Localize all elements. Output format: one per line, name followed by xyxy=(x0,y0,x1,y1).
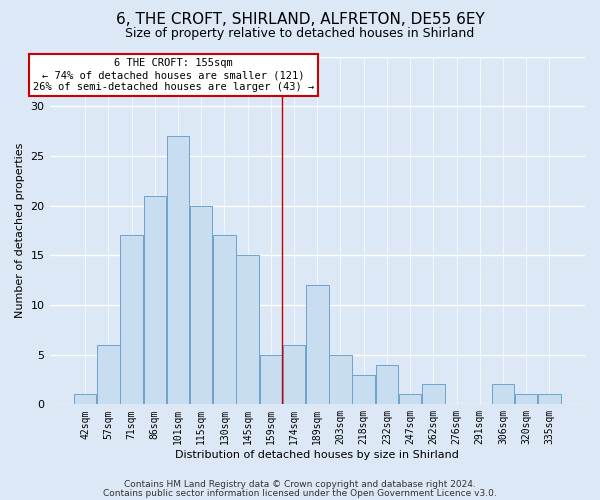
Bar xyxy=(97,344,119,405)
Bar xyxy=(283,344,305,405)
Text: 6 THE CROFT: 155sqm
← 74% of detached houses are smaller (121)
26% of semi-detac: 6 THE CROFT: 155sqm ← 74% of detached ho… xyxy=(33,58,314,92)
Bar xyxy=(422,384,445,404)
Bar xyxy=(352,374,375,404)
Bar xyxy=(190,206,212,404)
Text: Contains public sector information licensed under the Open Government Licence v3: Contains public sector information licen… xyxy=(103,489,497,498)
Bar xyxy=(143,196,166,404)
Bar xyxy=(167,136,189,404)
Bar xyxy=(492,384,514,404)
Bar xyxy=(399,394,421,404)
Text: Size of property relative to detached houses in Shirland: Size of property relative to detached ho… xyxy=(125,28,475,40)
Text: 6, THE CROFT, SHIRLAND, ALFRETON, DE55 6EY: 6, THE CROFT, SHIRLAND, ALFRETON, DE55 6… xyxy=(116,12,484,28)
Text: Contains HM Land Registry data © Crown copyright and database right 2024.: Contains HM Land Registry data © Crown c… xyxy=(124,480,476,489)
X-axis label: Distribution of detached houses by size in Shirland: Distribution of detached houses by size … xyxy=(175,450,459,460)
Bar xyxy=(306,285,329,405)
Bar xyxy=(538,394,560,404)
Bar xyxy=(236,256,259,404)
Bar xyxy=(329,354,352,405)
Bar xyxy=(260,354,282,405)
Bar xyxy=(121,236,143,404)
Y-axis label: Number of detached properties: Number of detached properties xyxy=(15,142,25,318)
Bar xyxy=(515,394,538,404)
Bar xyxy=(213,236,236,404)
Bar xyxy=(376,364,398,405)
Bar xyxy=(74,394,97,404)
